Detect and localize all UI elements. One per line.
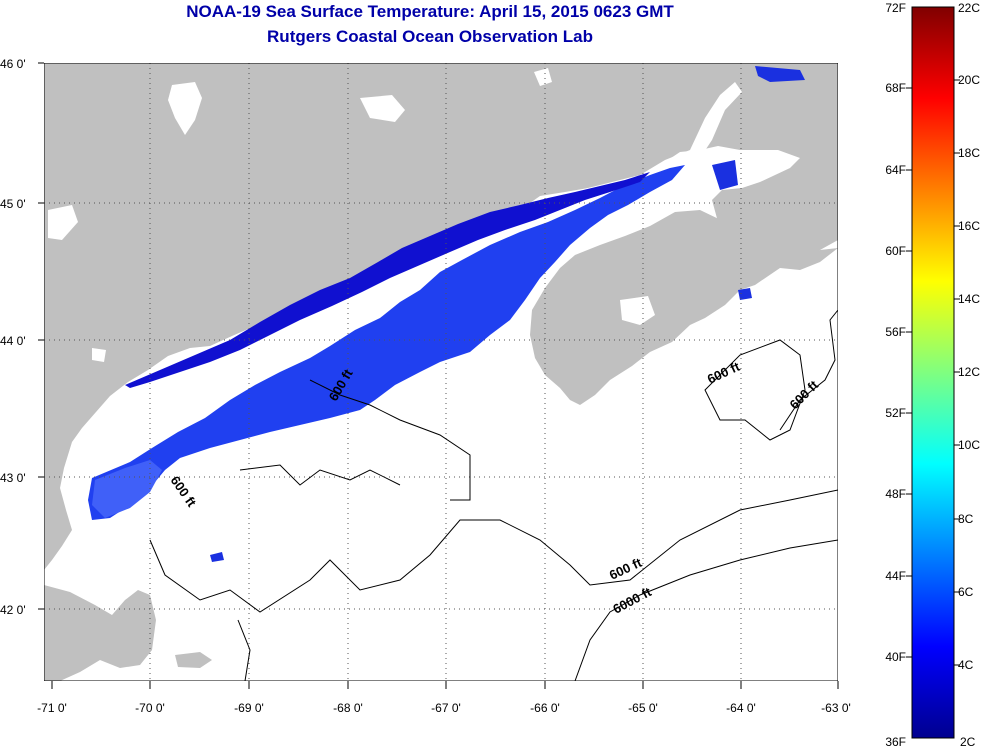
lat-label-42: 42 0' (0, 603, 26, 617)
colorbar (911, 6, 955, 739)
cbar-c-6: 6C (958, 585, 974, 599)
sst-band-dark (125, 172, 650, 388)
cbar-c-4: 4C (958, 658, 974, 672)
cloud-land-5 (620, 296, 655, 325)
colorbar-f-labels: 72F 68F 64F 60F 56F 52F 48F 44F 40F 36F (885, 1, 906, 749)
land-nova-scotia (530, 210, 838, 405)
cloud-land-1 (168, 82, 202, 135)
lat-label-46: 46 0' (0, 57, 26, 71)
cbar-f-64: 64F (885, 163, 906, 177)
lat-label-43: 43 0' (0, 471, 26, 485)
map-title: NOAA-19 Sea Surface Temperature: April 1… (186, 2, 674, 21)
lat-label-45: 45 0' (0, 197, 26, 211)
cbar-f-48: 48F (885, 487, 906, 501)
cbar-c-18: 18C (958, 146, 980, 160)
lon-label-69: -69 0' (234, 701, 264, 715)
cbar-c-8: 8C (958, 512, 974, 526)
land-cape-cod (44, 585, 156, 681)
sst-spot-4 (755, 66, 805, 82)
cbar-c-2: 2C (960, 735, 976, 749)
cbar-f-68: 68F (885, 81, 906, 95)
lon-label-63: -63 0' (821, 701, 851, 715)
lon-label-65: -65 0' (628, 701, 658, 715)
cloud-land-2 (360, 95, 405, 122)
lon-label-67: -67 0' (431, 701, 461, 715)
colorbar-c-labels: 22C 20C 18C 16C 14C 12C 10C 8C 6C 4C 2C (958, 1, 980, 749)
sst-band-light (92, 460, 162, 518)
lon-label-70: -70 0' (135, 701, 165, 715)
cbar-f-40: 40F (885, 650, 906, 664)
cbar-f-44: 44F (885, 569, 906, 583)
lon-label-71: -71 0' (37, 701, 67, 715)
cbar-c-14: 14C (958, 292, 980, 306)
cbar-c-22: 22C (958, 1, 980, 15)
sst-spot-2 (738, 288, 752, 300)
bathymetry-contours (149, 309, 838, 681)
lon-label-64: -64 0' (726, 701, 756, 715)
cbar-c-16: 16C (958, 219, 980, 233)
land-mainland (44, 63, 838, 570)
map-subtitle: Rutgers Coastal Ocean Observation Lab (267, 27, 593, 46)
cbar-f-72: 72F (885, 1, 906, 15)
sst-spot-1 (210, 552, 224, 562)
latitude-labels: 46 0' 45 0' 44 0' 43 0' 42 0' (0, 57, 26, 617)
axis-ticks (38, 62, 839, 689)
cbar-f-52: 52F (885, 406, 906, 420)
lat-label-44: 44 0' (0, 334, 26, 348)
cbar-c-20: 20C (958, 73, 980, 87)
map-area (44, 63, 838, 681)
sst-spot-3 (712, 160, 738, 190)
cloud-land-6 (92, 348, 106, 362)
lon-label-66: -66 0' (530, 701, 560, 715)
cbar-c-12: 12C (958, 365, 980, 379)
cbar-f-36: 36F (885, 735, 906, 749)
sst-band-main (88, 165, 685, 520)
cbar-f-60: 60F (885, 244, 906, 258)
lon-label-68: -68 0' (333, 701, 363, 715)
cloud-land-4 (534, 68, 552, 86)
colorbar-ticks (906, 79, 960, 666)
land-island-nantucket (175, 652, 212, 668)
cbar-f-56: 56F (885, 325, 906, 339)
longitude-labels: -71 0' -70 0' -69 0' -68 0' -67 0' -66 0… (37, 701, 851, 715)
cbar-c-10: 10C (958, 438, 980, 452)
cloud-land-3 (48, 205, 78, 240)
